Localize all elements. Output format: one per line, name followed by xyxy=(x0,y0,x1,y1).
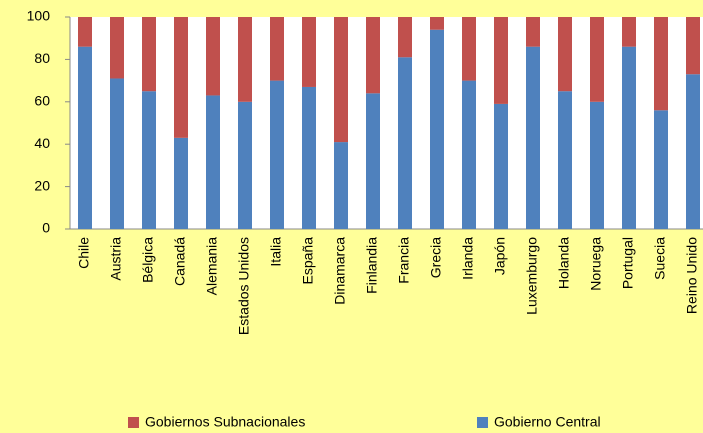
x-tick-label: Luxemburgo xyxy=(524,237,540,315)
bar-segment xyxy=(590,17,604,102)
bar-segment xyxy=(654,17,668,111)
bar-segment xyxy=(302,86,316,230)
bar-segment xyxy=(302,17,316,87)
legend-label: Gobiernos Subnacionales xyxy=(145,414,305,430)
x-tick-label: Alemania xyxy=(204,237,220,296)
x-tick-label: Francia xyxy=(396,237,412,284)
bar-segment xyxy=(174,137,188,229)
x-tick-label: España xyxy=(300,237,316,285)
bar-segment xyxy=(206,95,220,229)
bar-segment xyxy=(366,17,380,94)
x-tick-label: Reino Unido xyxy=(684,237,700,314)
bar-segment xyxy=(622,17,636,47)
x-tick-label: Japón xyxy=(492,237,508,275)
legend-label: Gobierno Central xyxy=(494,414,601,430)
bar-segment xyxy=(270,17,284,81)
bar-segment xyxy=(142,17,156,92)
y-tick-label: 60 xyxy=(34,93,50,109)
bar-segment xyxy=(334,142,348,229)
x-tick-label: Austria xyxy=(108,237,124,281)
bar-segment xyxy=(398,57,412,229)
x-tick-label: Canadá xyxy=(172,237,188,286)
bar-segment xyxy=(558,17,572,92)
x-tick-label: Italia xyxy=(268,237,284,267)
bar-segment xyxy=(238,17,252,102)
bar-segment xyxy=(462,80,476,229)
legend-swatch xyxy=(477,417,488,428)
x-tick-label: Irlanda xyxy=(460,237,476,280)
x-tick-label: Dinamarca xyxy=(332,237,348,305)
x-tick-label: Grecia xyxy=(428,237,444,278)
bar-segment xyxy=(110,17,124,79)
bar-segment xyxy=(430,17,444,30)
bar-segment xyxy=(270,80,284,229)
y-tick-label: 100 xyxy=(27,8,51,24)
x-tick-label: Finlandia xyxy=(364,237,380,294)
bar-segment xyxy=(238,101,252,229)
bar-segment xyxy=(654,110,668,229)
bar-segment xyxy=(334,17,348,143)
x-tick-label: Noruega xyxy=(588,237,604,291)
y-tick-label: 0 xyxy=(42,220,50,236)
bar-segment xyxy=(462,17,476,81)
bar-segment xyxy=(686,17,700,75)
y-tick-label: 80 xyxy=(34,50,50,66)
bar-segment xyxy=(526,46,540,230)
x-tick-label: Suecia xyxy=(652,237,668,280)
x-tick-label: Holanda xyxy=(556,237,572,289)
legend-swatch xyxy=(128,417,139,428)
bar-segment xyxy=(494,103,508,229)
bar-segment xyxy=(174,17,188,138)
bar-segment xyxy=(78,17,92,47)
x-tick-label: Portugal xyxy=(620,237,636,289)
bar-segment xyxy=(686,74,700,230)
x-tick-label: Estados Unidos xyxy=(236,237,252,335)
x-tick-label: Chile xyxy=(76,237,92,269)
bar-segment xyxy=(78,46,92,230)
x-tick-label: Bélgica xyxy=(140,237,156,283)
bar-segment xyxy=(558,91,572,229)
y-tick-label: 20 xyxy=(34,177,50,193)
y-tick-label: 40 xyxy=(34,135,50,151)
plot-area xyxy=(70,17,703,229)
bar-segment xyxy=(494,17,508,104)
bar-segment xyxy=(526,17,540,47)
bar-segment xyxy=(142,91,156,229)
bar-segment xyxy=(398,17,412,58)
bar-segment xyxy=(206,17,220,96)
bar-segment xyxy=(622,46,636,230)
bar-segment xyxy=(110,78,124,229)
bar-segment xyxy=(366,93,380,229)
bar-segment xyxy=(430,29,444,229)
bar-segment xyxy=(590,101,604,229)
